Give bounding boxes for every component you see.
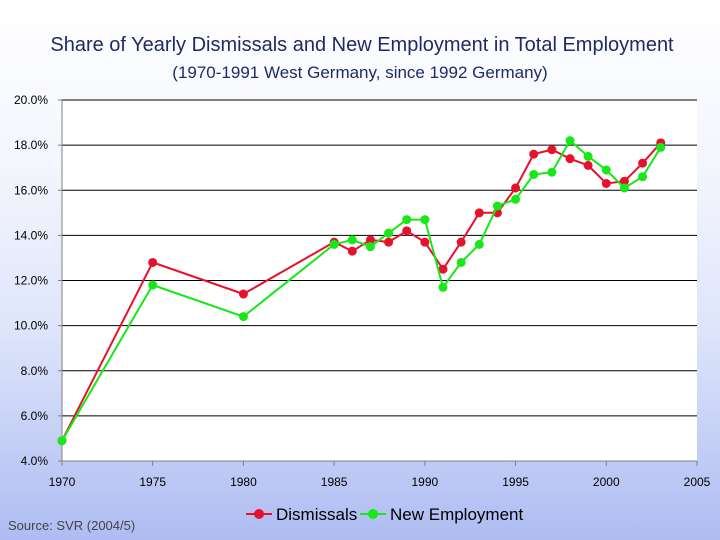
- data-point-new-employment: [547, 167, 557, 177]
- data-point-new-employment: [656, 142, 666, 152]
- y-tick-label: 4.0%: [21, 454, 49, 468]
- data-point-dismissals: [384, 237, 394, 247]
- legend-item-new-employment: New Employment: [360, 505, 523, 524]
- y-tick-label: 6.0%: [21, 409, 49, 423]
- x-tick-label: 1970: [49, 475, 76, 489]
- x-tick-label: 2005: [684, 475, 711, 489]
- data-point-dismissals: [347, 246, 357, 256]
- data-point-new-employment: [438, 282, 448, 292]
- data-point-new-employment: [347, 235, 357, 245]
- data-point-new-employment: [420, 215, 430, 225]
- y-tick-label: 20.0%: [14, 93, 48, 107]
- series-line-dismissals: [61, 142, 662, 442]
- data-point-dismissals: [511, 183, 521, 193]
- x-tick-label: 1995: [502, 475, 529, 489]
- y-tick-label: 12.0%: [14, 274, 48, 288]
- data-point-dismissals: [547, 145, 557, 155]
- legend-swatch-marker-new-employment: [368, 509, 378, 519]
- legend: Dismissals New Employment: [246, 505, 523, 524]
- legend-item-dismissals: Dismissals: [246, 505, 357, 524]
- data-point-new-employment: [384, 228, 394, 238]
- y-tick-label: 16.0%: [14, 183, 48, 197]
- data-point-dismissals: [583, 160, 593, 170]
- y-tick-label: 8.0%: [21, 364, 49, 378]
- chart-subtitle: (1970-1991 West Germany, since 1992 Germ…: [172, 63, 547, 82]
- data-point-dismissals: [638, 158, 648, 168]
- series-line-new-employment: [61, 139, 662, 442]
- data-point-dismissals: [529, 149, 539, 159]
- data-point-new-employment: [148, 280, 158, 290]
- data-point-new-employment: [456, 257, 466, 267]
- data-point-new-employment: [238, 312, 248, 322]
- source-note: Source: SVR (2004/5): [8, 518, 135, 533]
- data-point-new-employment: [565, 136, 575, 146]
- data-point-dismissals: [601, 178, 611, 188]
- data-point-new-employment: [619, 183, 629, 193]
- data-point-new-employment: [402, 215, 412, 225]
- legend-label-new-employment: New Employment: [390, 505, 523, 524]
- legend-label-dismissals: Dismissals: [276, 505, 357, 524]
- x-tick-label: 1980: [230, 475, 257, 489]
- data-point-dismissals: [438, 264, 448, 274]
- x-axis-ticks: 1970 1975 1980 1985 1990 1995 2000 2005: [49, 461, 711, 489]
- data-point-dismissals: [238, 289, 248, 299]
- x-tick-label: 1985: [321, 475, 348, 489]
- series-layer: [57, 136, 666, 446]
- data-point-new-employment: [583, 151, 593, 161]
- y-tick-label: 18.0%: [14, 138, 48, 152]
- y-tick-label: 10.0%: [14, 319, 48, 333]
- data-point-new-employment: [601, 165, 611, 175]
- data-point-dismissals: [565, 154, 575, 164]
- x-tick-label: 1990: [412, 475, 439, 489]
- data-point-dismissals: [402, 226, 412, 236]
- data-point-new-employment: [57, 436, 67, 446]
- data-point-new-employment: [329, 239, 339, 249]
- data-point-dismissals: [365, 235, 375, 245]
- data-point-new-employment: [492, 201, 502, 211]
- data-point-new-employment: [638, 172, 648, 182]
- data-point-dismissals: [420, 237, 430, 247]
- data-point-dismissals: [474, 208, 484, 218]
- data-point-dismissals: [619, 176, 629, 186]
- data-point-new-employment: [529, 169, 539, 179]
- x-tick-label: 2000: [593, 475, 620, 489]
- data-point-new-employment: [365, 242, 375, 252]
- x-tick-label: 1975: [139, 475, 166, 489]
- y-tick-label: 14.0%: [14, 228, 48, 242]
- data-point-dismissals: [456, 237, 466, 247]
- data-point-dismissals: [148, 257, 158, 267]
- y-axis-ticks: 4.0% 6.0% 8.0% 10.0% 12.0% 14.0% 16.0% 18.0% 20.…: [14, 93, 62, 468]
- data-point-new-employment: [511, 194, 521, 204]
- data-point-new-employment: [474, 239, 484, 249]
- gridlines: [62, 99, 697, 417]
- chart-title: Share of Yearly Dismissals and New Emplo…: [50, 34, 674, 56]
- legend-swatch-marker-dismissals: [254, 509, 264, 519]
